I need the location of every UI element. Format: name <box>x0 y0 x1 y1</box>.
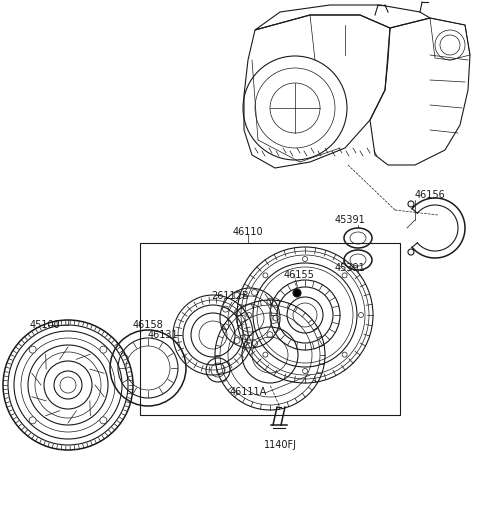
Circle shape <box>100 417 107 424</box>
Bar <box>140 243 400 415</box>
Text: 1140FJ: 1140FJ <box>264 440 297 450</box>
Text: 46158: 46158 <box>132 320 163 330</box>
Text: 45391: 45391 <box>335 215 365 225</box>
Text: 46111A: 46111A <box>229 387 266 397</box>
Text: 45100: 45100 <box>30 320 60 330</box>
Text: 26112B: 26112B <box>211 291 249 301</box>
Circle shape <box>29 346 36 353</box>
Text: 46156: 46156 <box>415 190 445 200</box>
Text: 46155: 46155 <box>284 270 314 280</box>
Text: 46131: 46131 <box>147 330 178 340</box>
Text: 45391: 45391 <box>335 263 365 273</box>
Circle shape <box>293 289 301 297</box>
Circle shape <box>100 346 107 353</box>
Text: 46110: 46110 <box>233 227 264 237</box>
Circle shape <box>29 417 36 424</box>
